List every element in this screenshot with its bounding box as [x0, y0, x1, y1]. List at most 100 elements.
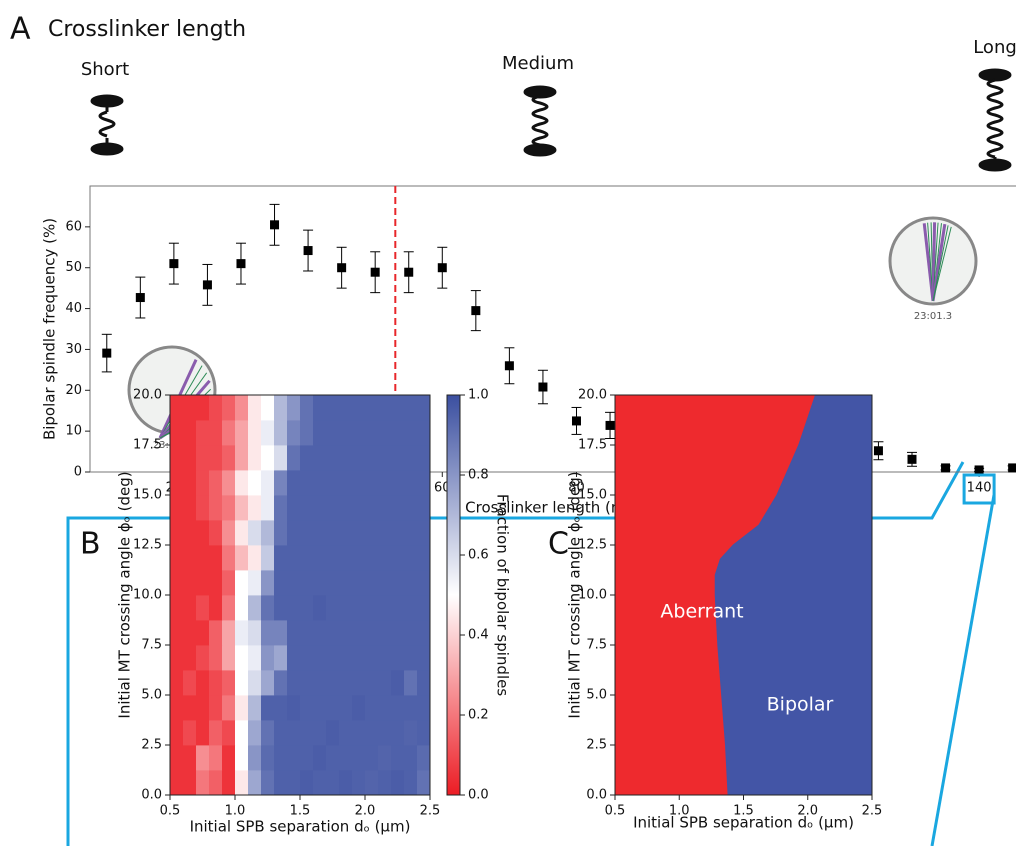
heatmap-cell [235, 545, 249, 571]
heatmap-cell [196, 570, 210, 596]
heatmap-cell [170, 520, 184, 546]
heatmap-cell [170, 670, 184, 696]
heatmap-cell [313, 595, 327, 621]
heatmap-cell [300, 620, 314, 646]
heatmap-cell [391, 770, 405, 796]
heatmap-cell [287, 695, 301, 721]
heatmap-cell [209, 520, 223, 546]
y-tick-label: 7.5 [586, 638, 607, 653]
region-label: Bipolar [767, 694, 834, 716]
heatmap-cell [404, 670, 418, 696]
data-point [202, 280, 212, 290]
heatmap-cell [417, 620, 431, 646]
heatmap-cell [170, 745, 184, 771]
heatmap-cell [196, 595, 210, 621]
heatmap-cell [300, 470, 314, 496]
heatmap-cell [196, 695, 210, 721]
heatmap-cell [300, 695, 314, 721]
data-point [471, 306, 481, 316]
heatmap-cell [261, 520, 275, 546]
heatmap-cell [183, 520, 197, 546]
heatmap-cell [209, 570, 223, 596]
region-label: Aberrant [660, 601, 743, 623]
heatmap-cell [287, 720, 301, 746]
heatmap-cell [209, 645, 223, 671]
heatmap-cell [222, 745, 236, 771]
heatmap-cell [248, 570, 262, 596]
heatmap-cell [235, 445, 249, 471]
heatmap-cell [326, 645, 340, 671]
microtubule [932, 225, 949, 302]
heatmap-cell [261, 745, 275, 771]
heatmap-cell [300, 545, 314, 571]
heatmap-cell [235, 520, 249, 546]
data-point [605, 420, 615, 430]
y-tick-label: 10.0 [578, 588, 607, 603]
y-tick-label: 12.5 [133, 538, 162, 553]
heatmap-cell [287, 395, 301, 421]
medium-crosslinker-icon [523, 85, 557, 157]
heatmap-cell [326, 670, 340, 696]
heatmap-cell [313, 470, 327, 496]
heatmap-cell [235, 470, 249, 496]
heatmap-cell [378, 470, 392, 496]
heatmap-cell [404, 495, 418, 521]
heatmap-cell [378, 620, 392, 646]
x-tick-label: 60 [434, 481, 451, 496]
heatmap-cell [261, 545, 275, 571]
heatmap-cell [339, 470, 353, 496]
heatmap-cell [313, 720, 327, 746]
heatmap-cell [339, 445, 353, 471]
heatmap-cell [365, 745, 379, 771]
heatmap-cell [300, 645, 314, 671]
heatmap-cell [209, 495, 223, 521]
heatmap-cell [326, 595, 340, 621]
heatmap-cell [248, 470, 262, 496]
y-tick-label: 0 [74, 465, 82, 480]
y-tick-label: 7.5 [141, 638, 162, 653]
heatmap-cell [313, 770, 327, 796]
heatmap-cell [248, 545, 262, 571]
heatmap-cell [274, 770, 288, 796]
heatmap-cell [235, 745, 249, 771]
heatmap-cell [170, 770, 184, 796]
data-point [102, 348, 112, 358]
heatmap-cell [235, 420, 249, 446]
y-tick-label: 17.5 [133, 438, 162, 453]
x-axis-label: Initial SPB separation dₒ (μm) [633, 814, 854, 832]
heatmap-cell [391, 545, 405, 571]
heatmap-cell [391, 745, 405, 771]
heatmap-cell [339, 570, 353, 596]
heatmap-cell [365, 445, 379, 471]
heatmap-cell [170, 645, 184, 671]
heatmap-cell [339, 720, 353, 746]
x-tick-label: 2.0 [797, 804, 818, 819]
heatmap-cell [352, 670, 366, 696]
heatmap-cell [209, 445, 223, 471]
heatmap-cell [209, 670, 223, 696]
y-tick-label: 15.0 [133, 488, 162, 503]
y-tick-label: 5.0 [586, 688, 607, 703]
y-tick-label: 10.0 [133, 588, 162, 603]
heatmap-cell [313, 520, 327, 546]
heatmap-cell [404, 745, 418, 771]
y-axis-label: Bipolar spindle frequency (%) [41, 218, 59, 440]
inset-drawing [922, 222, 952, 302]
heatmap-cell [209, 470, 223, 496]
heatmap-cell [287, 745, 301, 771]
heatmap-cell [196, 420, 210, 446]
heatmap-cell [352, 695, 366, 721]
data-point [1008, 463, 1016, 473]
heatmap-cell [313, 670, 327, 696]
heatmap-cell [365, 520, 379, 546]
heatmap-cell [287, 620, 301, 646]
heatmap-cell [339, 520, 353, 546]
heatmap-cell [183, 620, 197, 646]
heatmap-cell [196, 745, 210, 771]
heatmap-cell [209, 770, 223, 796]
heatmap-cell [183, 495, 197, 521]
y-tick-label: 40 [65, 301, 82, 316]
heatmap-cell [196, 545, 210, 571]
heatmap-cell [404, 570, 418, 596]
heatmap-cell [300, 720, 314, 746]
